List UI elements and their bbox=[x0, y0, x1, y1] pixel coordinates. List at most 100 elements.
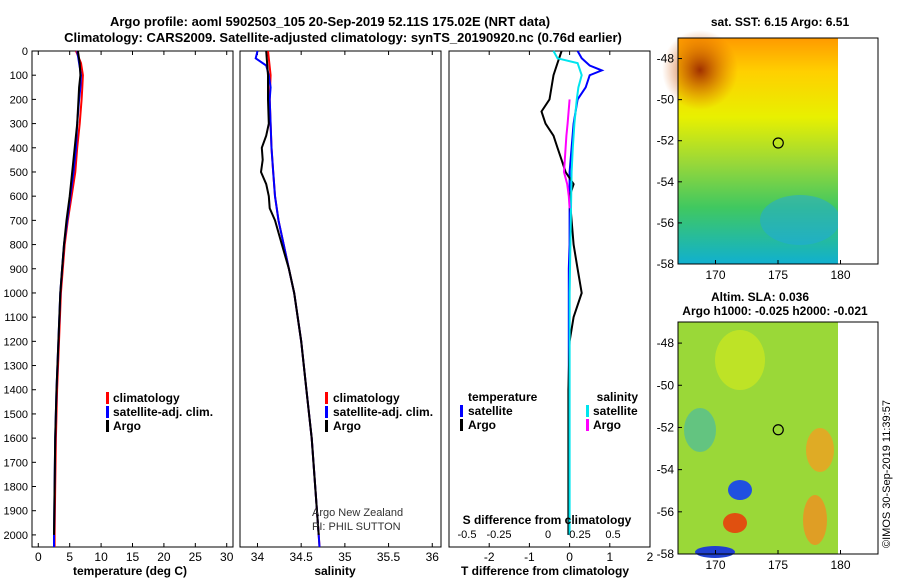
depth-axis: 0 100 200 300 400 500 600 700 800 900 1000 1100 1200… bbox=[4, 46, 36, 542]
depth-tick-label: 1200 bbox=[4, 336, 28, 348]
x-tick-label: 0 bbox=[566, 550, 573, 564]
lat-tick-label: -50 bbox=[657, 378, 675, 392]
legend-t-argo-label: Argo bbox=[468, 418, 496, 432]
x-tick-label: 35 bbox=[338, 550, 352, 564]
legend-s-satellite-label: satellite bbox=[593, 404, 638, 418]
lat-tick-label: -52 bbox=[657, 134, 675, 148]
depth-tick-label: 1300 bbox=[4, 361, 28, 373]
legend-t-satellite-label: satellite bbox=[468, 404, 513, 418]
x-tick-label: 10 bbox=[94, 550, 108, 564]
difference-plot-frame bbox=[448, 50, 651, 548]
series-climatology bbox=[267, 50, 321, 548]
depth-tick-label: 2000 bbox=[4, 530, 28, 542]
x-tick-label: 36 bbox=[426, 550, 440, 564]
sst-cool-patch bbox=[760, 195, 840, 245]
sla-map-title-1: Altim. SLA: 0.036 bbox=[711, 290, 809, 304]
depth-tick-label: 600 bbox=[10, 191, 28, 203]
salinity-plot-frame bbox=[239, 50, 442, 548]
sla-no-data-area bbox=[838, 322, 878, 554]
temperature-axis: 0 5 10 15 20 25 30 bbox=[35, 51, 234, 564]
difference-series bbox=[540, 50, 605, 535]
x-tick-label: 1 bbox=[606, 550, 613, 564]
legend-s-satellite-swatch bbox=[586, 405, 589, 417]
lat-tick-label: -58 bbox=[657, 547, 675, 561]
lon-tick-label: 170 bbox=[705, 268, 725, 282]
depth-tick-label: 400 bbox=[10, 143, 28, 155]
s-difference-ticks: -0.5 -0.25 0 0.25 0.5 bbox=[458, 529, 621, 541]
temperature-plot-frame bbox=[31, 50, 234, 548]
lat-tick-label: -56 bbox=[657, 216, 675, 230]
legend-s-argo-swatch bbox=[586, 419, 589, 431]
x-tick-label: -2 bbox=[484, 550, 495, 564]
sst-float-marker bbox=[772, 137, 784, 149]
temperature-axis-label: temperature (deg C) bbox=[73, 564, 187, 578]
difference-legend: temperature satellite Argo salinity sate… bbox=[460, 390, 638, 432]
series-s-satellite bbox=[552, 50, 583, 535]
legend-climatology-label: climatology bbox=[333, 391, 400, 405]
legend-satellite-label: satellite-adj. clim. bbox=[333, 405, 433, 419]
depth-tick-label: 800 bbox=[10, 240, 28, 252]
s-tick-label: -0.25 bbox=[486, 529, 511, 541]
sla-low-1 bbox=[728, 480, 752, 500]
legend-temperature-title: temperature bbox=[468, 390, 538, 404]
legend-climatology-swatch bbox=[106, 392, 109, 404]
series-climatology bbox=[53, 50, 84, 547]
depth-tick-label: 500 bbox=[10, 167, 28, 179]
salinity-panel: 34 34.5 35 35.5 36 salinity climatology sate… bbox=[239, 50, 442, 578]
depth-tick-label: 900 bbox=[10, 264, 28, 276]
depth-tick-label: 700 bbox=[10, 215, 28, 227]
depth-tick-label: 1600 bbox=[4, 433, 28, 445]
sst-warm-patch bbox=[662, 30, 738, 110]
lat-tick-label: -52 bbox=[657, 420, 675, 434]
salinity-axis-label: salinity bbox=[314, 564, 356, 578]
sst-map-title: sat. SST: 6.15 Argo: 6.51 bbox=[711, 15, 850, 29]
legend-climatology-label: climatology bbox=[113, 391, 180, 405]
sla-map-axes: 170 175 180 -48 -50 -52 -54 -56 -58 bbox=[657, 336, 851, 572]
lon-tick-label: 180 bbox=[830, 558, 850, 572]
depth-tick-label: 1100 bbox=[4, 312, 28, 324]
sla-high-4 bbox=[723, 513, 747, 533]
title-line-1: Argo profile: aoml 5902503_105 20-Sep-20… bbox=[110, 14, 550, 29]
legend-satellite-label: satellite-adj. clim. bbox=[113, 405, 213, 419]
legend-salinity-title: salinity bbox=[597, 390, 639, 404]
lat-tick-label: -58 bbox=[657, 257, 675, 271]
float-pi-label: PI: PHIL SUTTON bbox=[312, 521, 401, 533]
legend-satellite-swatch bbox=[325, 406, 328, 418]
s-tick-label: -0.5 bbox=[458, 529, 477, 541]
depth-tick-label: 200 bbox=[10, 94, 28, 106]
t-difference-axis-label: T difference from climatology bbox=[461, 564, 629, 578]
lon-tick-label: 170 bbox=[705, 558, 725, 572]
lat-tick-label: -48 bbox=[657, 52, 675, 66]
series-s-argo bbox=[562, 99, 571, 209]
lat-tick-label: -54 bbox=[657, 175, 675, 189]
title-line-2: Climatology: CARS2009. Satellite-adjuste… bbox=[64, 30, 622, 45]
depth-tick-label: 1000 bbox=[4, 288, 28, 300]
series-argo bbox=[259, 50, 320, 535]
float-program-label: Argo New Zealand bbox=[312, 507, 403, 519]
x-tick-label: 5 bbox=[66, 550, 73, 564]
legend-satellite-swatch bbox=[106, 406, 109, 418]
legend-s-argo-label: Argo bbox=[593, 418, 621, 432]
legend-argo-swatch bbox=[106, 420, 109, 432]
lon-tick-label: 180 bbox=[830, 268, 850, 282]
sla-high-1 bbox=[715, 330, 765, 390]
lat-tick-label: -56 bbox=[657, 505, 675, 519]
lon-tick-label: 175 bbox=[768, 268, 788, 282]
legend-argo-label: Argo bbox=[113, 419, 141, 433]
legend-t-argo-swatch bbox=[460, 419, 463, 431]
temperature-panel: 0100200300400500600700800900100011001200… bbox=[4, 46, 234, 578]
lon-tick-label: 175 bbox=[768, 558, 788, 572]
sla-high-3 bbox=[803, 495, 827, 545]
series-argo bbox=[53, 50, 82, 535]
x-tick-label: 0 bbox=[35, 550, 42, 564]
imos-watermark: ©IMOS 30-Sep-2019 11:39:57 bbox=[881, 400, 893, 548]
depth-tick-label: 100 bbox=[10, 70, 28, 82]
depth-tick-label: 1900 bbox=[4, 506, 28, 518]
salinity-series bbox=[254, 50, 321, 548]
s-difference-axis-label: S difference from climatology bbox=[463, 513, 632, 527]
x-tick-label: 34 bbox=[251, 550, 265, 564]
sst-map-axes: 170 175 180 -48 -50 -52 -54 -56 -58 bbox=[657, 52, 851, 282]
legend-argo-swatch bbox=[325, 420, 328, 432]
depth-tick-label: 1400 bbox=[4, 385, 28, 397]
x-tick-label: 34.5 bbox=[289, 550, 313, 564]
